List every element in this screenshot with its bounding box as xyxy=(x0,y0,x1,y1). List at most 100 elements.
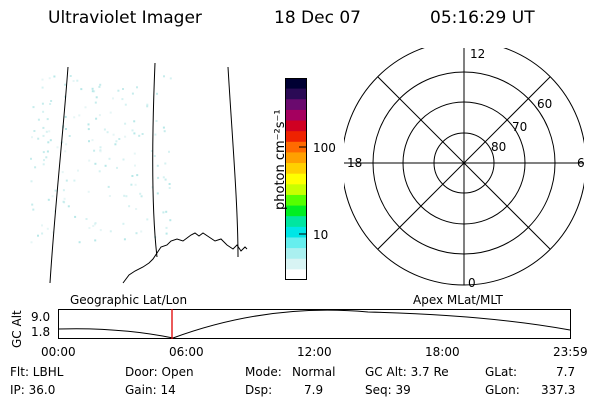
info-filter: Flt: LBHL xyxy=(10,365,64,379)
speckle xyxy=(122,158,125,161)
speckle xyxy=(154,133,157,136)
speckle xyxy=(165,210,168,213)
speckle xyxy=(136,86,138,89)
speckle xyxy=(73,116,76,119)
colorbar-band xyxy=(285,78,307,90)
speckle xyxy=(125,195,128,198)
speckle xyxy=(107,185,110,188)
speckle xyxy=(157,176,160,179)
info-mode-value: Normal xyxy=(292,365,336,379)
info-dsp-value: 7.9 xyxy=(304,383,324,397)
speckle xyxy=(62,200,65,203)
speckle xyxy=(122,222,125,225)
speckle xyxy=(121,98,124,101)
info-glat-value: 7.7 xyxy=(556,365,576,379)
info-door: Door: Open xyxy=(125,365,194,379)
coastline xyxy=(122,232,248,284)
speckle xyxy=(135,232,138,235)
speckle xyxy=(84,106,87,109)
speckle xyxy=(41,232,44,235)
lat-label-80: 80 xyxy=(491,140,507,154)
speckle xyxy=(168,150,170,153)
speckle xyxy=(139,192,142,195)
speckle xyxy=(45,130,48,133)
speckle xyxy=(94,101,97,104)
speckle xyxy=(98,114,101,117)
speckle xyxy=(91,90,94,93)
speckle xyxy=(88,140,90,143)
orbit-altitude-plot xyxy=(58,309,571,339)
speckle xyxy=(114,143,117,146)
speckle xyxy=(130,183,133,186)
speckle xyxy=(123,194,126,197)
speckle xyxy=(99,229,102,232)
speckle xyxy=(41,224,43,227)
speckle xyxy=(63,197,66,200)
speckle xyxy=(162,176,165,179)
speckle xyxy=(163,75,165,78)
speckle xyxy=(95,96,98,99)
speckle xyxy=(98,85,101,88)
colorbar-band xyxy=(285,173,307,185)
mlt-label-12: 12 xyxy=(470,47,486,61)
x-tick-0000: 00:00 xyxy=(41,345,76,359)
mlt-label-18: 18 xyxy=(347,156,363,170)
timeline-right-title: Apex MLat/MLT xyxy=(413,293,503,307)
speckle xyxy=(162,211,165,214)
colorbar-band xyxy=(285,184,307,196)
speckle xyxy=(103,128,106,131)
speckle xyxy=(88,227,91,229)
speckle xyxy=(123,238,126,241)
date-label: 18 Dec 07 xyxy=(274,8,361,28)
speckle xyxy=(33,130,36,132)
info-glat-label: GLat: xyxy=(485,365,518,379)
speckle xyxy=(109,230,112,233)
time-label: 05:16:29 UT xyxy=(430,8,535,28)
mlt-label-6: 6 xyxy=(577,156,585,170)
speckle xyxy=(32,106,35,109)
speckle xyxy=(95,117,98,120)
instrument-title: Ultraviolet Imager xyxy=(48,8,202,28)
speckle xyxy=(146,218,149,221)
speckle xyxy=(80,88,83,91)
colorbar-band xyxy=(285,248,307,260)
colorbar-band xyxy=(285,141,307,154)
info-seq: Seq: 39 xyxy=(365,383,411,397)
polar-plot xyxy=(344,48,584,286)
speckle xyxy=(156,192,159,195)
speckle xyxy=(140,230,143,233)
x-tick-1200: 12:00 xyxy=(297,345,332,359)
speckle xyxy=(72,80,75,82)
speckle xyxy=(146,105,149,108)
speckle xyxy=(99,83,102,86)
speckle xyxy=(164,178,167,181)
x-tick-1800: 18:00 xyxy=(425,345,460,359)
speckle xyxy=(133,120,136,123)
speckle xyxy=(115,140,118,143)
x-tick-0600: 06:00 xyxy=(169,345,204,359)
speckle xyxy=(168,183,171,185)
speckle xyxy=(109,111,112,114)
speckle xyxy=(49,103,52,105)
y-tick-1-8: 1.8 xyxy=(31,325,51,339)
info-gain: Gain: 14 xyxy=(125,383,176,397)
colorbar-band xyxy=(285,226,307,239)
speckle xyxy=(124,103,127,106)
speckle xyxy=(61,141,64,144)
speckle xyxy=(163,130,166,133)
speckle xyxy=(134,183,137,186)
speckle xyxy=(69,75,72,77)
longitude-line-3 xyxy=(227,66,239,258)
speckle xyxy=(53,210,56,213)
speckle xyxy=(46,118,49,121)
speckle xyxy=(136,174,139,177)
speckle xyxy=(116,166,118,169)
colorbar-band xyxy=(285,205,307,217)
colorbar-band xyxy=(285,163,307,175)
speckle xyxy=(64,150,67,153)
longitude-line-1 xyxy=(49,66,69,284)
speckle xyxy=(78,114,81,117)
speckle xyxy=(98,170,101,173)
colorbar-band xyxy=(285,258,307,270)
